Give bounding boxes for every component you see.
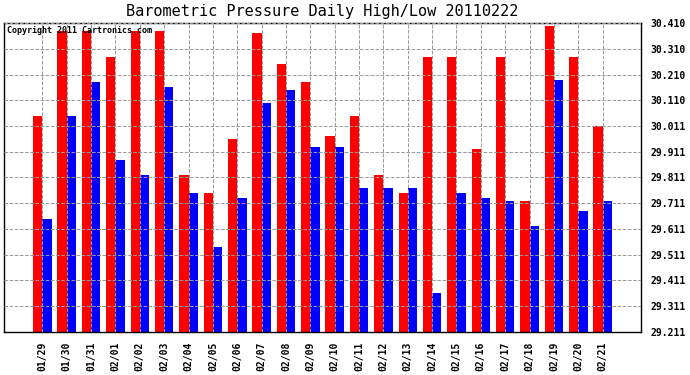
Bar <box>374 175 384 332</box>
Bar <box>335 147 344 332</box>
Bar <box>544 26 554 332</box>
Bar <box>57 31 67 332</box>
Bar <box>496 57 505 332</box>
Title: Barometric Pressure Daily High/Low 20110222: Barometric Pressure Daily High/Low 20110… <box>126 4 519 19</box>
Bar <box>569 57 578 332</box>
Bar <box>554 80 563 332</box>
Bar <box>593 126 602 332</box>
Bar <box>155 31 164 332</box>
Bar <box>179 175 188 332</box>
Bar <box>301 82 310 332</box>
Bar <box>140 175 149 332</box>
Bar <box>253 33 262 332</box>
Bar <box>228 139 237 332</box>
Bar <box>204 193 213 332</box>
Bar <box>326 136 335 332</box>
Bar <box>423 57 432 332</box>
Bar <box>399 193 408 332</box>
Bar <box>602 201 612 332</box>
Bar <box>286 90 295 332</box>
Bar <box>106 57 115 332</box>
Bar <box>213 247 222 332</box>
Bar <box>115 159 125 332</box>
Bar <box>384 188 393 332</box>
Bar <box>130 31 140 332</box>
Bar <box>471 149 481 332</box>
Bar <box>237 198 246 332</box>
Bar <box>33 116 42 332</box>
Bar <box>408 188 417 332</box>
Bar <box>530 226 539 332</box>
Bar <box>42 219 52 332</box>
Bar <box>82 31 91 332</box>
Bar <box>457 193 466 332</box>
Bar <box>359 188 368 332</box>
Bar <box>505 201 515 332</box>
Bar <box>350 116 359 332</box>
Bar <box>447 57 457 332</box>
Bar <box>67 116 76 332</box>
Bar <box>262 103 271 332</box>
Bar <box>91 82 100 332</box>
Bar <box>432 293 442 332</box>
Bar <box>481 198 490 332</box>
Bar <box>520 201 530 332</box>
Bar <box>188 193 198 332</box>
Bar <box>578 211 588 332</box>
Bar <box>310 147 319 332</box>
Bar <box>277 64 286 332</box>
Bar <box>164 87 173 332</box>
Text: Copyright 2011 Cartronics.com: Copyright 2011 Cartronics.com <box>8 26 152 35</box>
